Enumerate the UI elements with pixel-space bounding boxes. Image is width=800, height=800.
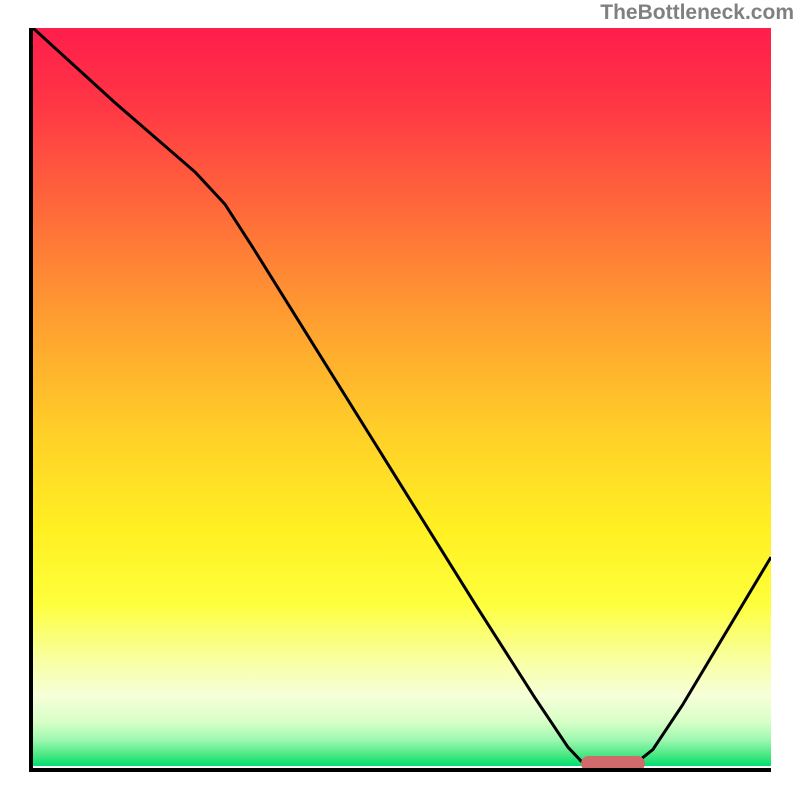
- bottleneck-curve: [33, 28, 771, 768]
- chart-container: TheBottleneck.com: [0, 0, 800, 800]
- optimal-range-marker: [581, 756, 645, 771]
- attribution-text: TheBottleneck.com: [600, 0, 794, 26]
- plot-area: [29, 28, 771, 772]
